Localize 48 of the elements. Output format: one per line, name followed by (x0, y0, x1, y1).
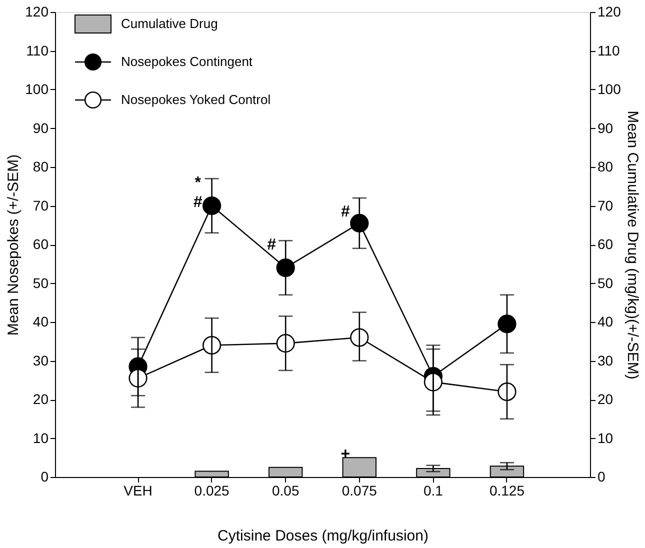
y-tick-label: 100 (25, 81, 49, 97)
y2-tick-label: 120 (598, 4, 622, 20)
y2-tick-label: 10 (598, 430, 614, 446)
annotation: # (340, 204, 350, 221)
x-tick-label: 0.025 (194, 482, 230, 498)
y2-tick-label: 80 (598, 158, 614, 174)
y-tick-label: 80 (32, 158, 49, 174)
x-tick-label: 0.075 (342, 482, 378, 498)
point (128, 368, 148, 388)
y-tick-label: 90 (32, 120, 49, 136)
x-tick-label: VEH (124, 482, 152, 498)
y-tick-label: 40 (32, 314, 49, 330)
y-tick-label: 70 (32, 197, 49, 214)
y-tick-label: 0 (40, 468, 49, 484)
legend-label: Nosepokes Contingent (121, 54, 253, 69)
legend-label: Nosepokes Yoked Control (121, 92, 271, 107)
y-tick-label: 10 (32, 430, 49, 446)
y2-tick-label: 20 (598, 391, 614, 407)
x-tick-label: 0.125 (489, 482, 525, 498)
x-axis-title: Cytisine Doses (mg/kg/infusion) (218, 528, 428, 544)
y-tick-label: 50 (32, 274, 49, 291)
y-tick-label: 30 (32, 352, 49, 368)
point (498, 382, 516, 402)
legend-label: Cumulative Drug (121, 16, 218, 31)
y-tick-label: 20 (32, 391, 49, 407)
y2-tick-label: 110 (598, 42, 620, 58)
point (202, 196, 222, 216)
y-tick-label: 60 (32, 236, 49, 252)
point (350, 214, 369, 232)
annotation: # (193, 194, 202, 211)
y2-axis-title: Mean Cumulative Drug (mg/kg)(+/-SEM) (624, 110, 641, 380)
y2-tick-label: 70 (598, 197, 614, 214)
y-axis-title: Mean Nosepokes (+/-SEM) (5, 154, 22, 336)
y-tick-label: 120 (25, 4, 49, 20)
annotation: * (194, 174, 202, 192)
y2-tick-label: 30 (598, 352, 614, 368)
y2-tick-label: 90 (598, 120, 614, 136)
y2-tick-label: 100 (598, 81, 622, 97)
y-tick-label: 110 (26, 42, 49, 58)
y2-tick-label: 50 (598, 274, 614, 291)
y2-tick-label: 40 (598, 314, 614, 330)
y2-tick-label: 0 (598, 468, 606, 484)
y2-tick-label: 60 (598, 236, 614, 252)
annotation: # (267, 236, 276, 254)
point (498, 314, 516, 334)
x-tick-label: 0.05 (272, 482, 300, 498)
point (276, 258, 295, 278)
x-tick-label: 0.1 (423, 482, 444, 498)
